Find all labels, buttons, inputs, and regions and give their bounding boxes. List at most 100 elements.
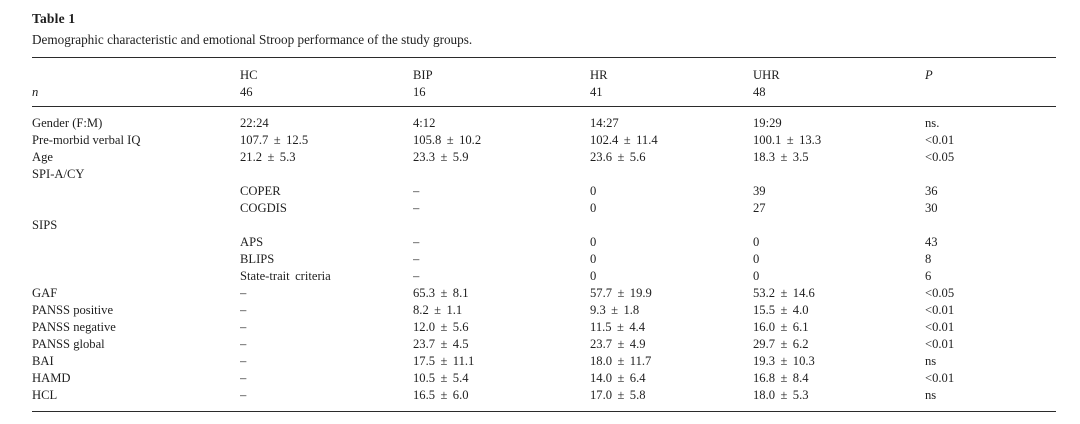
table-cell: 8.2 ± 1.1 [413,303,463,317]
table-cell [413,166,590,183]
table-cell: – [240,354,247,368]
table-cell: COGDIS [240,201,287,215]
table-cell: – [240,303,247,317]
table-row: PANSS negative – 12.0 ± 5.6 11.5 ± 4.4 16.0 … [32,319,1056,336]
table-cell: 30 [925,201,938,215]
table-cell: <0.05 [925,150,955,164]
table-cell: 23.7 ± 4.9 [590,337,646,351]
table-cell: 105.8 ± 10.2 [413,133,482,147]
table-cell: – [413,252,420,266]
table-header: HC BIP HR UHR P n 46 16 41 48 [32,57,1056,107]
table-cell: 0 [753,235,760,249]
table-cell: APS [240,235,264,249]
row-label-cell [32,183,240,200]
table-cell: BLIPS [240,252,275,266]
table-cell [240,217,413,234]
table-cell: 0 [590,252,597,266]
table-cell: – [240,286,247,300]
table-cell: – [240,371,247,385]
row-label-cell [32,234,240,251]
table-caption: Demographic characteristic and emotional… [32,32,473,47]
row-label-cell: HCL [32,387,240,412]
table-cell: – [413,235,420,249]
table-cell [925,166,1056,183]
table-cell: <0.01 [925,133,955,147]
table-cell [925,217,1056,234]
col-header-hr: HR [590,57,753,84]
table-cell: 57.7 ± 19.9 [590,286,652,300]
table-title: Table 1 [32,11,76,26]
table-cell: – [413,184,420,198]
table-cell: 16.8 ± 8.4 [753,371,809,385]
table-cell: <0.01 [925,371,955,385]
table-cell: 9.3 ± 1.8 [590,303,640,317]
col-header-p: P [925,57,1056,84]
table-cell: 0 [590,201,597,215]
table-row: Age 21.2 ± 5.3 23.3 ± 5.9 23.6 ± 5.6 18.3 ± … [32,149,1056,166]
table-row: COGDIS – 0 27 30 [32,200,1056,217]
table-row: SIPS [32,217,1056,234]
row-label-cell [32,200,240,217]
row-label-cell: GAF [32,286,58,300]
table-cell: 107.7 ± 12.5 [240,133,309,147]
n-row-label: n [32,84,240,107]
table-cell: 14:27 [590,116,619,130]
table-cell: 18.3 ± 3.5 [753,150,809,164]
col-header-uhr: UHR [753,57,925,84]
table-cell: 100.1 ± 13.3 [753,133,822,147]
row-label-cell: SPI-A/CY [32,167,85,181]
table-cell: 0 [753,252,760,266]
table-cell: State-trait criteria [240,269,331,283]
n-value-hc: 46 [240,84,413,107]
row-label-cell: PANSS global [32,337,105,351]
table-cell: 4:12 [413,116,436,130]
table-cell: 43 [925,235,938,249]
table-cell [240,166,413,183]
table-row: PANSS global – 23.7 ± 4.5 23.7 ± 4.9 29.7 ± … [32,336,1056,353]
row-label-cell: Age [32,150,53,164]
col-header-bip: BIP [413,57,590,84]
table-row: GAF – 65.3 ± 8.1 57.7 ± 19.9 53.2 ± 14.6 <0.0… [32,285,1056,302]
table-cell: ns [925,387,1056,412]
row-label-cell: Gender (F:M) [32,116,103,130]
table-cell: 22:24 [240,116,269,130]
table-cell: 15.5 ± 4.0 [753,303,809,317]
table-cell: – [413,201,420,215]
table-cell [753,217,925,234]
table-cell: ns [925,354,937,368]
table-cell: 0 [590,235,597,249]
row-label-cell: Pre-morbid verbal IQ [32,133,141,147]
table-cell: 19:29 [753,116,782,130]
table-cell: <0.05 [925,286,955,300]
table-row: SPI-A/CY [32,166,1056,183]
table-cell [753,166,925,183]
row-label-cell: SIPS [32,218,58,232]
row-label-cell [32,251,240,268]
table-cell: 0 [590,184,597,198]
table-cell: 29.7 ± 6.2 [753,337,809,351]
table-cell: COPER [240,184,281,198]
table-cell [590,166,753,183]
table-cell: 23.6 ± 5.6 [590,150,646,164]
table-cell: – [240,387,413,412]
table-row: State-trait criteria – 0 0 6 [32,268,1056,285]
table-row: COPER – 0 39 36 [32,183,1056,200]
table-cell: 12.0 ± 5.6 [413,320,469,334]
table-cell: 27 [753,201,766,215]
table-row: HAMD – 10.5 ± 5.4 14.0 ± 6.4 16.8 ± 8.4 <0.01 [32,370,1056,387]
table-cell: 6 [925,269,932,283]
n-value-bip: 16 [413,84,590,107]
table-cell: 17.5 ± 11.1 [413,354,475,368]
table-cell: <0.01 [925,303,955,317]
table-cell: ns. [925,116,940,130]
row-label-cell: BAI [32,354,54,368]
table-cell: 17.0 ± 5.8 [590,387,753,412]
row-label-cell [32,268,240,285]
table-cell: 23.3 ± 5.9 [413,150,469,164]
table-cell: 14.0 ± 6.4 [590,371,646,385]
table-row: BAI – 17.5 ± 11.1 18.0 ± 11.7 19.3 ± 10.3 ns [32,353,1056,370]
table-cell [590,217,753,234]
table-row: PANSS positive – 8.2 ± 1.1 9.3 ± 1.8 15.5 ± … [32,302,1056,319]
table-row: HCL –16.5 ± 6.0 17.0 ± 5.8 18.0 ± 5.3 ns [32,387,1056,412]
